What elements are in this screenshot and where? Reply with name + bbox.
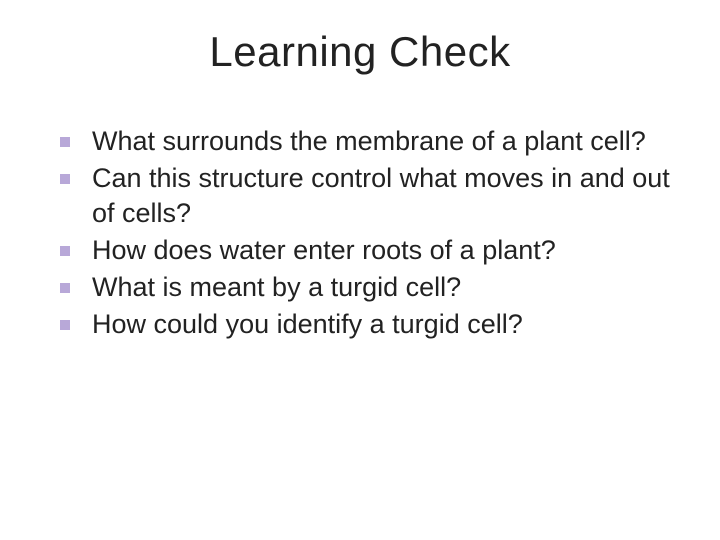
square-bullet-icon (60, 246, 70, 256)
slide-title: Learning Check (48, 28, 672, 76)
bullet-text: How does water enter roots of a plant? (92, 235, 556, 265)
list-item: How does water enter roots of a plant? (54, 233, 672, 268)
bullet-text: What is meant by a turgid cell? (92, 272, 461, 302)
square-bullet-icon (60, 137, 70, 147)
list-item: What surrounds the membrane of a plant c… (54, 124, 672, 159)
bullet-text: How could you identify a turgid cell? (92, 309, 523, 339)
bullet-text: Can this structure control what moves in… (92, 163, 670, 228)
list-item: What is meant by a turgid cell? (54, 270, 672, 305)
slide: Learning Check What surrounds the membra… (0, 0, 720, 540)
bullet-list: What surrounds the membrane of a plant c… (48, 124, 672, 343)
bullet-text: What surrounds the membrane of a plant c… (92, 126, 646, 156)
square-bullet-icon (60, 283, 70, 293)
square-bullet-icon (60, 320, 70, 330)
square-bullet-icon (60, 174, 70, 184)
list-item: Can this structure control what moves in… (54, 161, 672, 231)
list-item: How could you identify a turgid cell? (54, 307, 672, 342)
